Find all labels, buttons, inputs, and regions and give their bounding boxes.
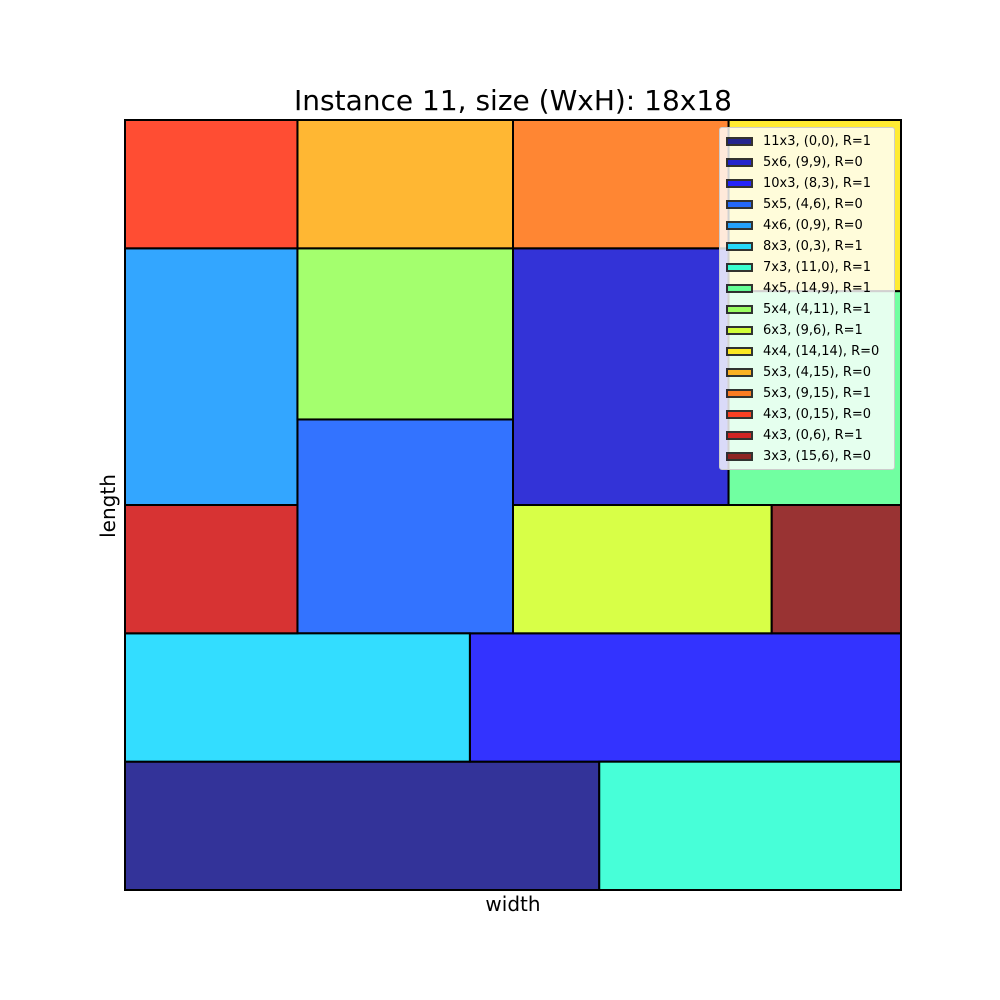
legend-swatch	[726, 137, 753, 146]
legend-item-5: 8x3, (0,3), R=1	[720, 236, 894, 257]
legend-item-13: 4x3, (0,15), R=0	[720, 404, 894, 425]
legend-swatch	[726, 410, 753, 419]
legend-swatch	[726, 242, 753, 251]
legend-label: 4x4, (14,14), R=0	[763, 344, 880, 359]
legend-label: 5x3, (9,15), R=1	[763, 386, 872, 401]
legend-item-3: 5x5, (4,6), R=0	[720, 194, 894, 215]
legend-label: 11x3, (0,0), R=1	[763, 134, 872, 149]
legend-label: 10x3, (8,3), R=1	[763, 176, 872, 191]
packed-rectangle-5	[124, 632, 471, 763]
legend-swatch	[726, 347, 753, 356]
legend-item-11: 5x3, (4,15), R=0	[720, 362, 894, 383]
legend-item-14: 4x3, (0,6), R=1	[720, 425, 894, 446]
legend-swatch	[726, 263, 753, 272]
legend-swatch	[726, 179, 753, 188]
legend-swatch	[726, 305, 753, 314]
legend-item-0: 11x3, (0,0), R=1	[720, 131, 894, 152]
packed-rectangle-13	[124, 119, 299, 250]
packed-rectangle-12	[512, 119, 730, 250]
legend-swatch	[726, 284, 753, 293]
packed-rectangle-14	[124, 504, 299, 635]
x-axis-label: width	[485, 892, 541, 916]
packed-rectangle-9	[512, 504, 773, 635]
legend-label: 4x6, (0,9), R=0	[763, 218, 863, 233]
packed-rectangle-8	[296, 247, 515, 421]
packed-rectangle-2	[468, 632, 902, 763]
packed-rectangle-15	[770, 504, 903, 635]
legend-swatch	[726, 389, 753, 398]
legend-item-4: 4x6, (0,9), R=0	[720, 215, 894, 236]
legend-label: 4x3, (0,6), R=1	[763, 428, 863, 443]
legend-label: 5x5, (4,6), R=0	[763, 197, 863, 212]
packed-rectangle-11	[296, 119, 515, 250]
axes-frame	[124, 119, 902, 891]
legend-swatch	[726, 221, 753, 230]
legend-swatch	[726, 158, 753, 167]
legend-item-6: 7x3, (11,0), R=1	[720, 257, 894, 278]
packed-rectangle-0	[124, 760, 601, 892]
legend-item-8: 5x4, (4,11), R=1	[720, 299, 894, 320]
legend-label: 3x3, (15,6), R=0	[763, 449, 872, 464]
legend-label: 8x3, (0,3), R=1	[763, 239, 863, 254]
legend-item-10: 4x4, (14,14), R=0	[720, 341, 894, 362]
legend-item-12: 5x3, (9,15), R=1	[720, 383, 894, 404]
legend-swatch	[726, 326, 753, 335]
legend: 11x3, (0,0), R=1 5x6, (9,9), R=0 10x3, (8,…	[719, 127, 895, 470]
packed-rectangle-6	[598, 760, 902, 892]
packed-rectangle-3	[296, 418, 515, 635]
legend-item-15: 3x3, (15,6), R=0	[720, 446, 894, 467]
legend-item-9: 6x3, (9,6), R=1	[720, 320, 894, 341]
legend-label: 4x3, (0,15), R=0	[763, 407, 872, 422]
packed-rectangle-4	[124, 247, 299, 506]
legend-label: 6x3, (9,6), R=1	[763, 323, 863, 338]
legend-swatch	[726, 200, 753, 209]
legend-swatch	[726, 368, 753, 377]
legend-item-7: 4x5, (14,9), R=1	[720, 278, 894, 299]
legend-label: 5x6, (9,9), R=0	[763, 155, 863, 170]
legend-swatch	[726, 431, 753, 440]
legend-swatch	[726, 452, 753, 461]
legend-item-1: 5x6, (9,9), R=0	[720, 152, 894, 173]
legend-label: 5x3, (4,15), R=0	[763, 365, 872, 380]
y-axis-label: length	[96, 474, 120, 538]
chart-title: Instance 11, size (WxH): 18x18	[294, 84, 732, 117]
legend-label: 4x5, (14,9), R=1	[763, 281, 872, 296]
packed-rectangle-1	[512, 247, 730, 506]
legend-item-2: 10x3, (8,3), R=1	[720, 173, 894, 194]
legend-label: 7x3, (11,0), R=1	[763, 260, 872, 275]
legend-label: 5x4, (4,11), R=1	[763, 302, 872, 317]
rectangles-group	[124, 119, 903, 892]
